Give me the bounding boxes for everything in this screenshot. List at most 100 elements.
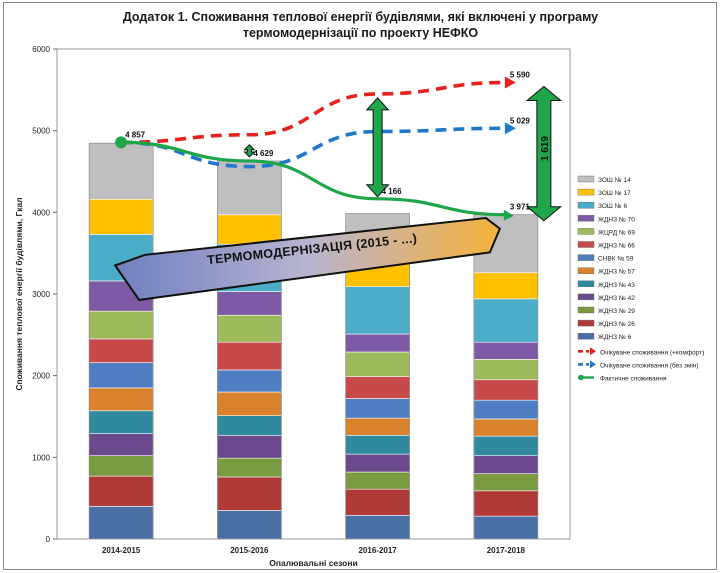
bar-segment — [88, 198, 154, 235]
y-tick-label: 1000 — [32, 453, 50, 462]
bar-segment — [88, 362, 154, 389]
bar-segment — [217, 214, 282, 245]
bar-segment — [217, 160, 282, 216]
total-label: 4 857 — [125, 130, 146, 139]
line-end-label: 5 029 — [510, 116, 531, 125]
arrows: 1 619 — [243, 85, 563, 222]
bar-segment — [88, 142, 154, 200]
bar-segment — [345, 417, 410, 436]
bar-segment — [345, 333, 410, 353]
labels: 4 857 4 629 4 166 3 971 5 590 5 029 — [125, 70, 530, 211]
legend-label: Очікуване споживання (без змін) — [600, 361, 699, 369]
bar-segment — [473, 490, 539, 517]
y-tick-label: 3000 — [32, 290, 50, 299]
bar-segment — [217, 369, 282, 393]
gap-arrow-medium — [365, 97, 390, 198]
legend-label: ЖДНЗ № 26 — [598, 321, 635, 328]
gap-arrow-large — [525, 85, 563, 222]
bar-segment — [88, 310, 154, 340]
x-axis-title: Опалювальні сезони — [269, 558, 357, 568]
bar-segment — [473, 399, 539, 420]
difference-label: 1 619 — [540, 136, 551, 161]
legend-swatch — [577, 280, 595, 287]
bar-segment — [217, 341, 282, 371]
bar-segment — [345, 471, 410, 490]
legend-swatch — [577, 188, 595, 196]
bar-segment — [88, 387, 154, 412]
bar-segment — [473, 298, 539, 343]
bar-segment — [473, 418, 539, 437]
legend-label: ЖЦРД № 69 — [598, 229, 635, 236]
bar-segment — [345, 488, 410, 516]
line-arrowhead — [504, 76, 516, 89]
bar-segment — [217, 415, 282, 436]
y-axis-title: Споживання теплової енергії будівлями, Г… — [14, 197, 24, 390]
total-label: 4 166 — [382, 187, 403, 196]
legend-arrowhead — [590, 347, 596, 356]
legend-label: ЖДНЗ № 66 — [598, 243, 635, 250]
bar-segment — [473, 359, 539, 381]
bar-segment — [473, 341, 539, 360]
bar-segment — [217, 457, 282, 478]
bar-segment — [217, 314, 282, 343]
bar-segment — [473, 379, 539, 401]
bar-segment — [345, 453, 410, 473]
legend-label: Фактичне споживання — [600, 376, 667, 383]
y-tick-label: 0 — [46, 535, 51, 544]
legend-swatch — [577, 293, 595, 301]
legend-label: ЖДНЗ № 43 — [598, 282, 635, 289]
legend-label: ЖДНЗ № 70 — [598, 216, 635, 223]
legend-label: Очікуване споживання (+комфорт) — [600, 348, 704, 356]
bar-segment — [88, 455, 154, 477]
lines — [115, 76, 516, 221]
trend-line — [121, 126, 506, 169]
x-tick-label: 2016-2017 — [358, 546, 397, 555]
banner-arrow — [113, 217, 502, 301]
line-end-label: 5 590 — [510, 70, 531, 79]
legend-swatch — [577, 333, 595, 340]
line-arrowhead — [504, 122, 516, 135]
legend-swatch — [577, 319, 595, 327]
bar-segment — [217, 434, 282, 459]
chart-title-line-1: Додаток 1. Споживання теплової енергії б… — [122, 10, 599, 24]
bar-segment — [217, 476, 282, 511]
bar-segment — [473, 473, 539, 492]
bar-segment — [345, 434, 410, 455]
bar-segment — [217, 510, 282, 540]
bar-outline — [345, 213, 410, 540]
bar-segment — [345, 515, 410, 540]
banner: ТЕРМОМОДЕРНІЗАЦІЯ (2015 - ...) — [113, 217, 502, 301]
trend-line — [121, 140, 506, 217]
legend-swatch — [577, 175, 595, 183]
legend-swatch — [577, 215, 595, 222]
x-tick-label: 2017-2018 — [487, 546, 526, 555]
y-tick-label: 4000 — [32, 208, 50, 217]
gap-arrow-small — [243, 144, 256, 158]
bar-segment — [473, 435, 539, 457]
bar-segment — [345, 351, 410, 377]
x-tick-label: 2014-2015 — [102, 546, 141, 555]
x-tick-label: 2015-2016 — [230, 546, 269, 555]
bar-segment — [345, 286, 410, 335]
legend-label: ЖДНЗ № 42 — [598, 295, 635, 302]
legend-label: СНВК № 59 — [598, 256, 634, 263]
y-tick-label: 6000 — [32, 45, 50, 54]
y-tick-label: 5000 — [32, 127, 50, 136]
bar-segment — [345, 376, 410, 399]
bars — [88, 142, 539, 540]
legend: ЗОШ № 14 ЗОШ № 17 ЗОШ № 6 ЖДНЗ № 70 ЖЦРД № 6… — [577, 175, 704, 383]
legend-swatch — [577, 254, 595, 261]
legend-label: ЗОШ № 14 — [598, 177, 631, 184]
line-arrowhead — [503, 209, 514, 221]
legend-marker — [578, 374, 584, 381]
total-label: 4 629 — [253, 149, 274, 158]
bar-segment — [473, 455, 539, 474]
bar-segment — [88, 433, 154, 456]
y-tick-label: 2000 — [32, 372, 50, 381]
legend-arrowhead — [590, 360, 596, 369]
chart-title-line-2: термомодернізації по проекту НЕФКО — [242, 26, 479, 40]
legend-swatch — [577, 201, 595, 209]
bar-segment — [217, 291, 282, 316]
bar-segment — [88, 410, 154, 434]
